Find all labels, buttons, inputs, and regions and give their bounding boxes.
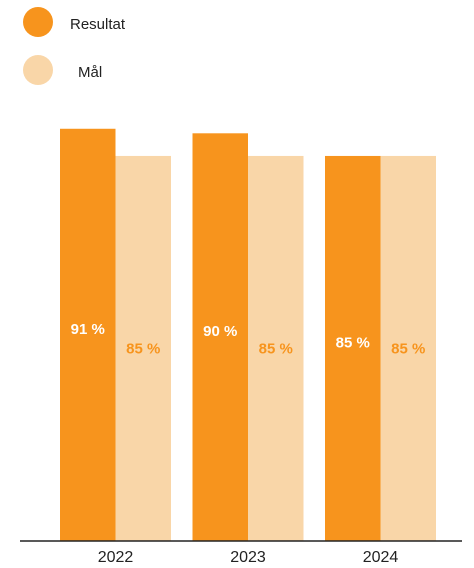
legend-label: Resultat (70, 16, 126, 33)
value-label: 91 % (71, 321, 105, 338)
bar (60, 128, 116, 541)
x-tick-label: 2024 (363, 549, 399, 566)
value-label: 85 % (336, 334, 370, 351)
legend-swatch (23, 55, 53, 85)
value-label: 90 % (203, 323, 237, 340)
value-label: 85 % (126, 340, 160, 357)
value-label: 85 % (391, 340, 425, 357)
x-tick-label: 2022 (98, 549, 134, 566)
bar (192, 133, 248, 542)
legend-label: Mål (78, 64, 102, 81)
bar (248, 155, 304, 541)
value-label: 85 % (259, 340, 293, 357)
legend-swatch (23, 7, 53, 37)
bar (115, 155, 171, 541)
x-tick-label: 2023 (230, 549, 266, 566)
bar (380, 155, 436, 541)
bar (325, 155, 381, 541)
